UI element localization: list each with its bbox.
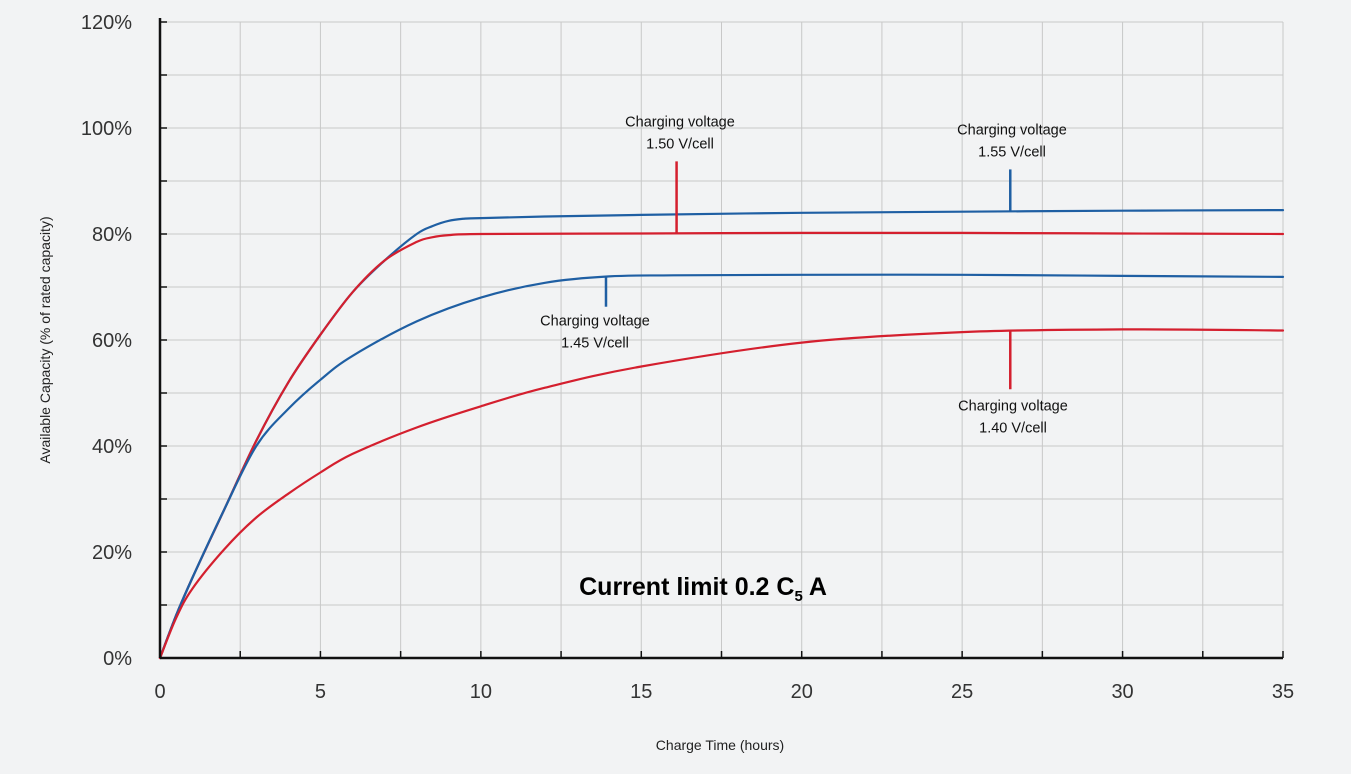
y-tick-label: 40% — [92, 436, 132, 458]
annotation-label-v140: Charging voltage — [958, 398, 1068, 414]
y-tick-label: 20% — [92, 542, 132, 564]
y-tick-label: 60% — [92, 330, 132, 352]
x-tick-label: 10 — [470, 681, 492, 703]
annotation-value-v150: 1.50 V/cell — [646, 136, 714, 152]
annotation-label-v145: Charging voltage — [540, 314, 650, 330]
x-tick-label: 15 — [630, 681, 652, 703]
current-limit-text: Current limit 0.2 C — [579, 573, 794, 601]
current-limit-subscript: 5 — [794, 588, 802, 605]
y-axis-title: Available Capacity (% of rated capacity) — [37, 216, 53, 463]
x-tick-label: 0 — [154, 681, 165, 703]
y-tick-label: 80% — [92, 224, 132, 246]
x-axis-title: Charge Time (hours) — [656, 737, 784, 753]
x-tick-label: 30 — [1111, 681, 1133, 703]
annotations: Charging voltage 1.50 V/cell Charging volt… — [540, 114, 1068, 436]
annotation-label-v150: Charging voltage — [625, 114, 735, 130]
annotation-value-v155: 1.55 V/cell — [978, 144, 1046, 160]
y-tick-label: 100% — [81, 118, 132, 140]
annotation-value-v145: 1.45 V/cell — [561, 336, 629, 352]
axes — [158, 18, 1284, 660]
x-tick-label: 5 — [315, 681, 326, 703]
y-tick-label: 0% — [103, 648, 132, 670]
series-line-v145 — [158, 273, 1285, 660]
tick-labels: 0 5 10 15 20 25 30 35 0% 20% 40% 60% 80% 100% 120% — [81, 12, 1294, 703]
y-tick-label: 120% — [81, 12, 132, 34]
x-tick-label: 25 — [951, 681, 973, 703]
current-limit-suffix: A — [803, 573, 827, 601]
x-tick-label: 35 — [1272, 681, 1294, 703]
x-tick-label: 20 — [791, 681, 813, 703]
annotation-label-v155: Charging voltage — [957, 122, 1067, 138]
current-limit-label: Current limit 0.2 C5 A — [579, 573, 827, 605]
annotation-value-v140: 1.40 V/cell — [979, 420, 1047, 436]
series-line-v140 — [158, 328, 1285, 660]
series-lines — [158, 209, 1285, 660]
